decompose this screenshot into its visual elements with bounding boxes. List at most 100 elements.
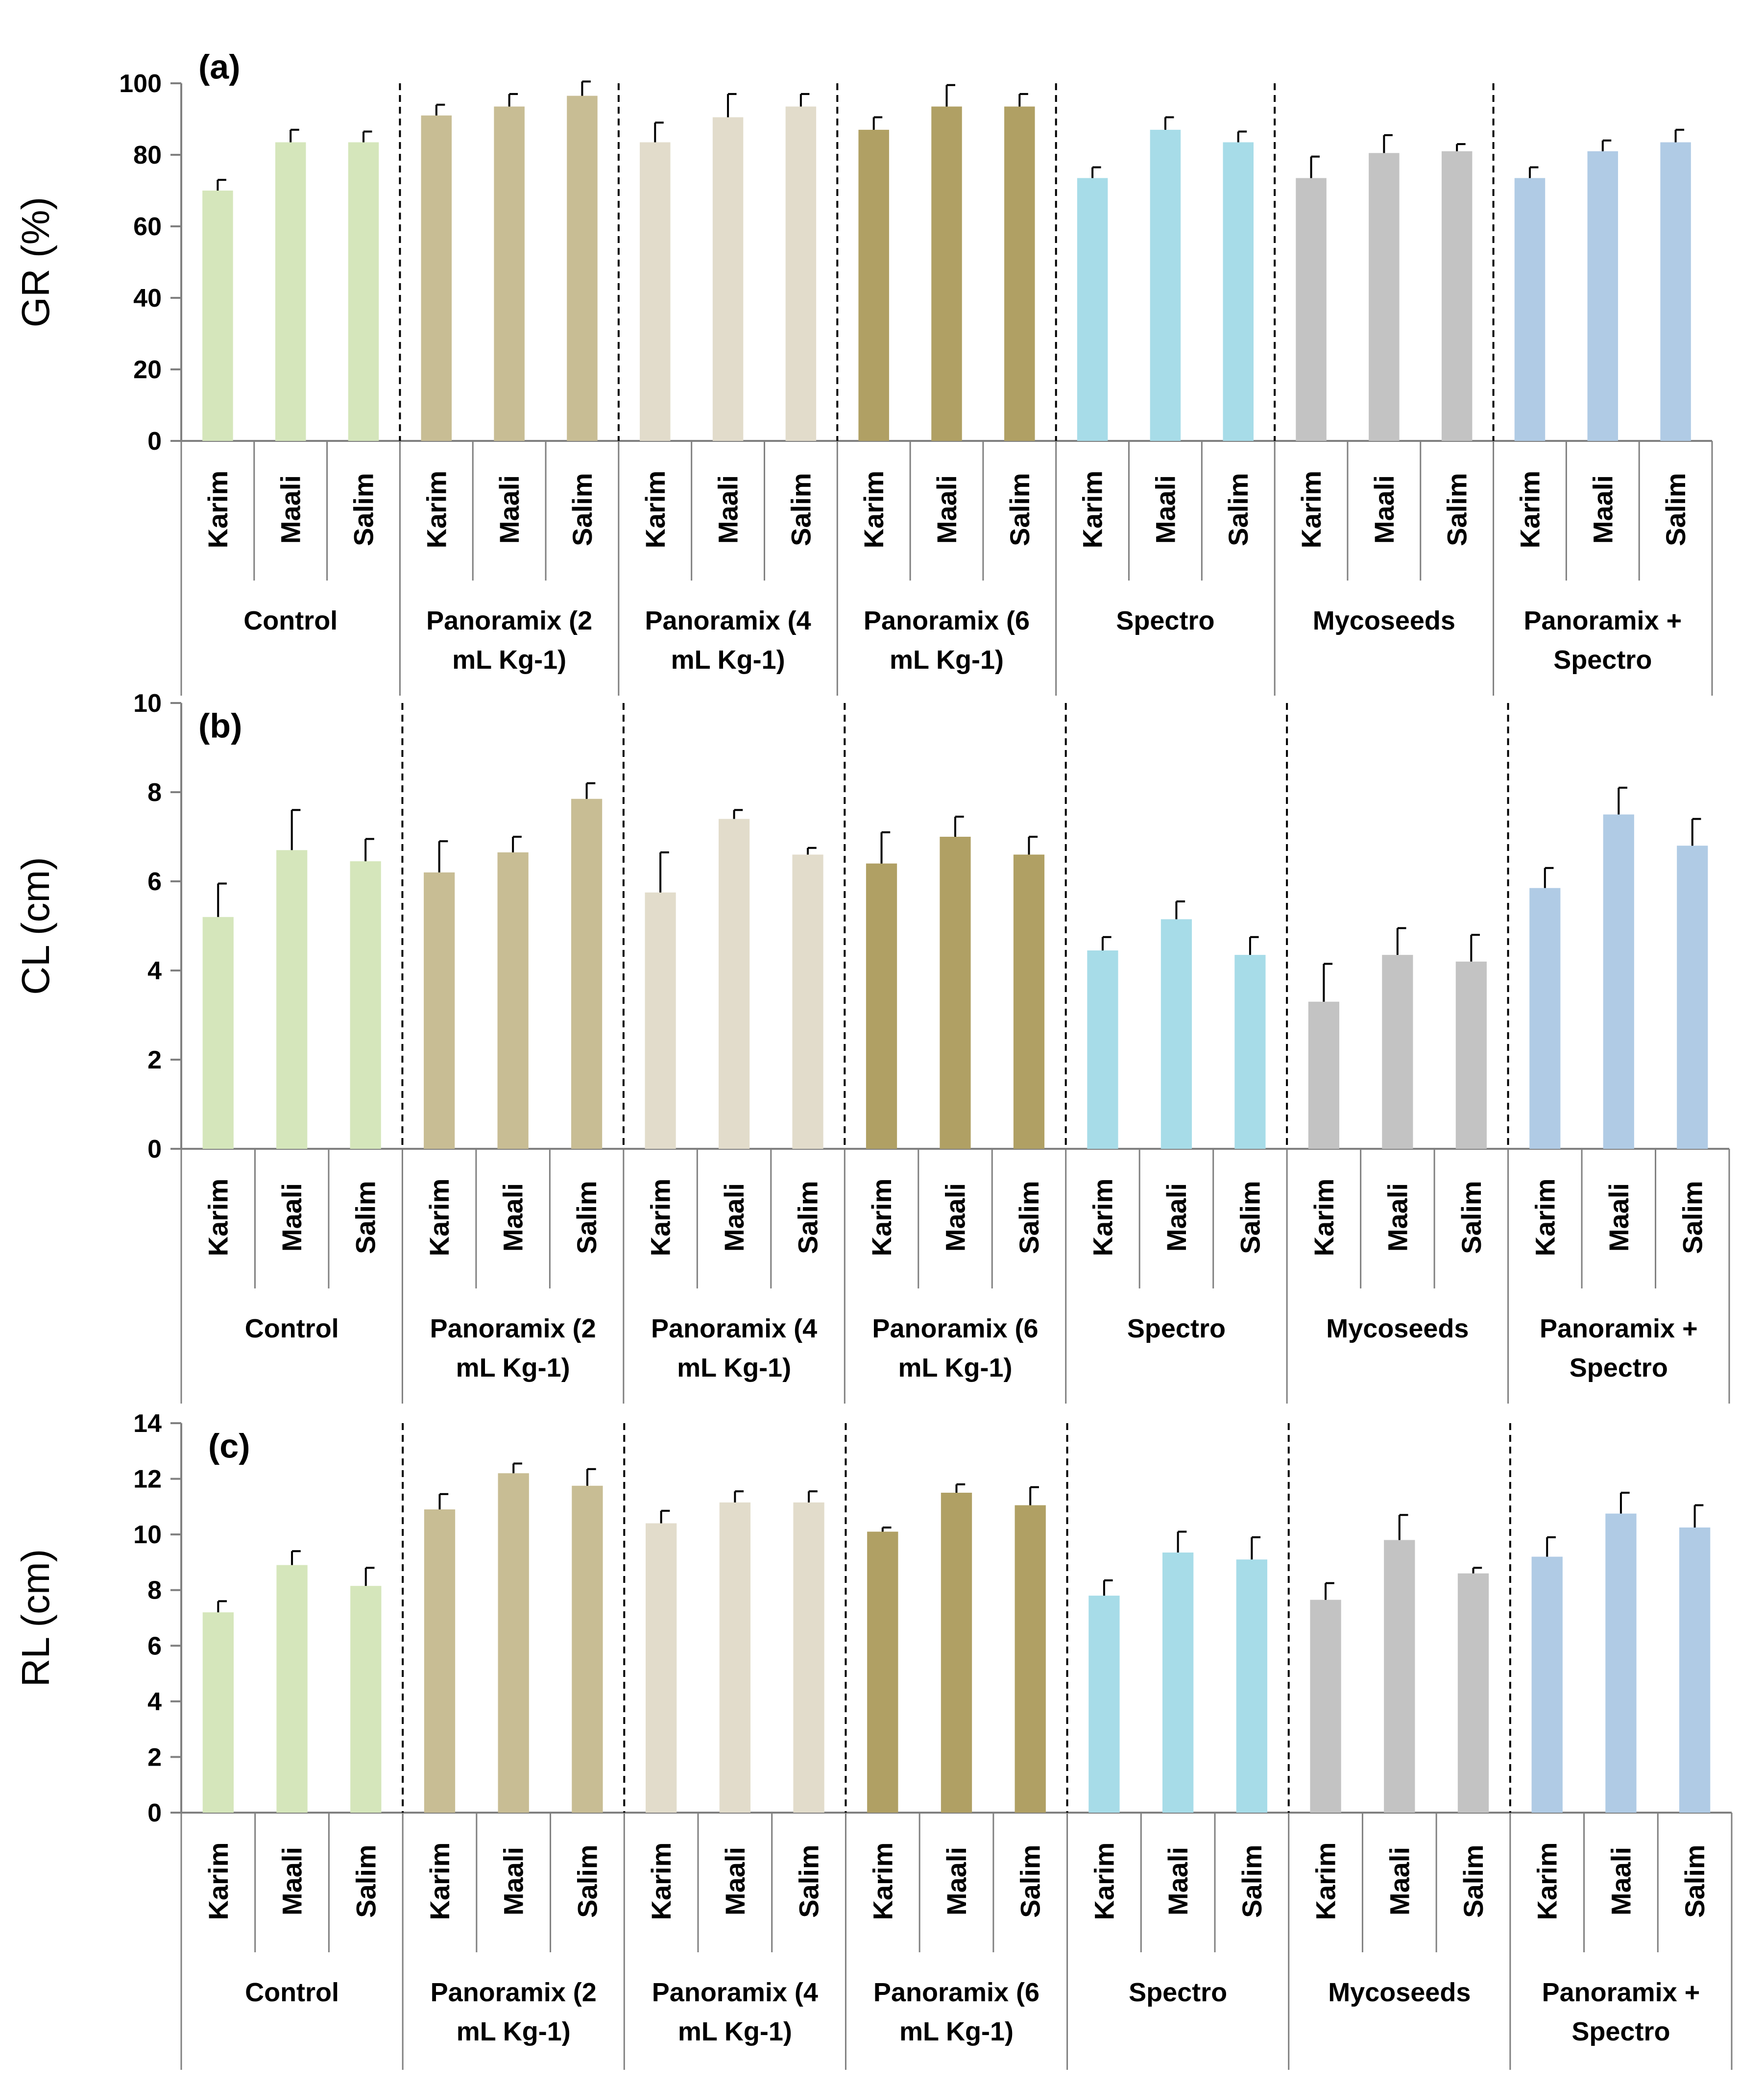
group-label: Spectro bbox=[1127, 1314, 1226, 1343]
bar bbox=[792, 854, 823, 1149]
bar bbox=[276, 1565, 308, 1813]
group-label: Panoramix (6 bbox=[872, 1314, 1038, 1343]
variety-label: Karim bbox=[203, 1179, 234, 1257]
variety-label: Salim bbox=[1660, 473, 1691, 546]
variety-label: Maali bbox=[1382, 1183, 1413, 1252]
bar bbox=[572, 1485, 603, 1813]
variety-label: Salim bbox=[1679, 1844, 1710, 1917]
group-label: Spectro bbox=[1116, 606, 1214, 635]
group-label: mL Kg-1) bbox=[677, 1353, 791, 1383]
y-tick-label: 14 bbox=[133, 1409, 162, 1438]
group-label: Panoramix + bbox=[1523, 606, 1682, 635]
bar bbox=[1677, 846, 1708, 1149]
bar bbox=[718, 819, 750, 1149]
group-label: Control bbox=[243, 606, 338, 635]
bar bbox=[1296, 178, 1327, 441]
y-tick-label: 10 bbox=[133, 1521, 162, 1549]
variety-label: Salim bbox=[1015, 1844, 1046, 1917]
bar bbox=[866, 863, 897, 1149]
bar bbox=[1679, 1527, 1711, 1813]
variety-label: Karim bbox=[1087, 1179, 1118, 1257]
variety-label: Salim bbox=[794, 1844, 824, 1917]
bar bbox=[940, 837, 971, 1149]
bar bbox=[350, 861, 381, 1149]
y-tick-label: 40 bbox=[133, 284, 162, 313]
variety-label: Karim bbox=[867, 1843, 898, 1920]
group-label: Panoramix (6 bbox=[873, 1978, 1039, 2007]
bar bbox=[1004, 106, 1035, 441]
variety-label: Maali bbox=[276, 1183, 307, 1252]
y-tick-label: 0 bbox=[147, 1799, 162, 1827]
bar bbox=[1382, 955, 1413, 1149]
bar bbox=[645, 1523, 677, 1813]
variety-label: Maali bbox=[1150, 475, 1181, 544]
variety-label: Salim bbox=[1442, 473, 1473, 546]
variety-label: Maali bbox=[1587, 475, 1618, 544]
variety-label: Karim bbox=[203, 1843, 234, 1920]
bar bbox=[497, 852, 529, 1149]
bar bbox=[1514, 178, 1546, 441]
variety-label: Karim bbox=[646, 1843, 677, 1920]
group-label: mL Kg-1) bbox=[671, 645, 785, 675]
variety-label: Karim bbox=[1308, 1179, 1339, 1257]
bar bbox=[712, 117, 744, 441]
chart-panel-3: 0 2 4 6 8 10 12 14 RL (cm) (c) Karim Maali Salim Cont… bbox=[14, 1409, 1733, 2070]
y-tick-label: 8 bbox=[147, 778, 162, 807]
bar bbox=[571, 799, 603, 1149]
variety-label: Salim bbox=[1223, 473, 1254, 546]
group-label: Mycoseeds bbox=[1326, 1314, 1469, 1343]
bar bbox=[424, 1509, 456, 1813]
y-tick-label: 4 bbox=[147, 957, 162, 985]
bar bbox=[1234, 955, 1266, 1149]
bar bbox=[1384, 1540, 1415, 1813]
group-label: Panoramix (4 bbox=[652, 1978, 818, 2007]
bar bbox=[1308, 1001, 1339, 1149]
variety-label: Karim bbox=[866, 1179, 897, 1257]
bar bbox=[867, 1531, 898, 1813]
bar bbox=[421, 115, 452, 441]
variety-label: Maali bbox=[713, 475, 744, 544]
group-label: Spectro bbox=[1129, 1978, 1227, 2007]
bar bbox=[1660, 142, 1691, 441]
group-label: Panoramix + bbox=[1540, 1314, 1698, 1343]
group-label: Mycoseeds bbox=[1328, 1978, 1471, 2007]
variety-label: Salim bbox=[1458, 1844, 1489, 1917]
y-axis-title: CL (cm) bbox=[14, 857, 57, 994]
variety-label: Karim bbox=[1088, 1843, 1119, 1920]
bar bbox=[1087, 950, 1118, 1149]
variety-label: Maali bbox=[277, 1847, 308, 1916]
variety-label: Karim bbox=[424, 1179, 455, 1257]
bar bbox=[1605, 1513, 1637, 1813]
group-label: Control bbox=[245, 1314, 339, 1343]
bar bbox=[348, 142, 379, 441]
variety-label: Maali bbox=[275, 475, 306, 544]
group-label: Panoramix (2 bbox=[426, 606, 592, 635]
y-axis-title: RL (cm) bbox=[14, 1549, 57, 1687]
variety-label: Salim bbox=[1236, 1844, 1267, 1917]
variety-label: Salim bbox=[348, 473, 379, 546]
variety-label: Maali bbox=[498, 1183, 529, 1252]
bar bbox=[1457, 1573, 1489, 1813]
group-label: mL Kg-1) bbox=[890, 645, 1004, 675]
chart-panel-2: 0 2 4 6 8 10 CL (cm) (b) Karim Maali Salim Control K… bbox=[14, 689, 1730, 1404]
y-tick-label: 10 bbox=[133, 689, 162, 718]
bar bbox=[1369, 153, 1400, 441]
variety-label: Maali bbox=[1162, 1847, 1193, 1916]
variety-label: Karim bbox=[421, 471, 452, 549]
group-label: Panoramix (4 bbox=[651, 1314, 817, 1343]
bar bbox=[1015, 1505, 1046, 1813]
y-tick-label: 12 bbox=[133, 1465, 162, 1494]
variety-label: Maali bbox=[720, 1847, 750, 1916]
y-tick-label: 0 bbox=[147, 1135, 162, 1164]
bar bbox=[1603, 814, 1634, 1149]
group-label: Spectro bbox=[1571, 2017, 1670, 2046]
variety-label: Salim bbox=[793, 1181, 823, 1254]
group-label: mL Kg-1) bbox=[452, 645, 566, 675]
group-label: Mycoseeds bbox=[1313, 606, 1455, 635]
variety-label: Karim bbox=[1077, 471, 1108, 549]
variety-label: Maali bbox=[719, 1183, 749, 1252]
y-axis-title: GR (%) bbox=[14, 197, 57, 328]
y-tick-label: 4 bbox=[147, 1688, 162, 1716]
bar bbox=[1077, 178, 1108, 441]
